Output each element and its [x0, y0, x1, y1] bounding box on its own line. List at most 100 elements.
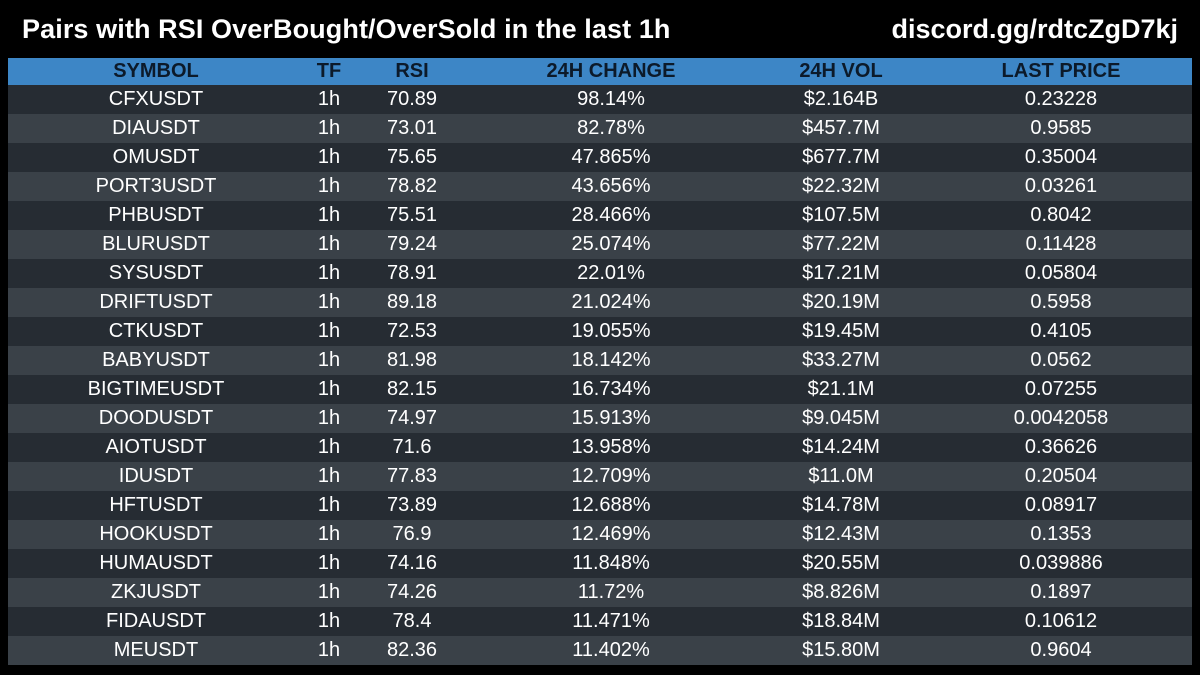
cell-24h-change: 82.78% [577, 117, 645, 139]
cell-24h-vol: $19.45M [802, 320, 880, 342]
cell-rsi: 82.15 [386, 378, 438, 400]
cell-24h-change: 47.865% [571, 146, 651, 168]
cell-tf: 1h [317, 88, 341, 110]
cell-24h-vol: $22.32M [802, 175, 880, 197]
cell-rsi: 78.82 [386, 175, 438, 197]
table-row[interactable]: BABYUSDT 1h 81.98 18.142% $33.27M 0.0562 [8, 346, 1192, 375]
table-row[interactable]: FIDAUSDT 1h 78.4 11.471% $18.84M 0.10612 [8, 607, 1192, 636]
cell-24h-change: 11.72% [577, 581, 645, 603]
cell-rsi: 74.16 [386, 552, 438, 574]
cell-rsi: 72.53 [386, 320, 438, 342]
cell-24h-change: 12.709% [571, 465, 651, 487]
cell-24h-vol: $677.7M [802, 146, 880, 168]
cell-symbol: PHBUSDT [108, 204, 204, 226]
cell-last-price: 0.10612 [1024, 610, 1098, 632]
table-row[interactable]: DOODUSDT 1h 74.97 15.913% $9.045M 0.0042058 [8, 404, 1192, 433]
cell-last-price: 0.1353 [1030, 523, 1092, 545]
cell-last-price: 0.0562 [1030, 349, 1092, 371]
table-row[interactable]: PHBUSDT 1h 75.51 28.466% $107.5M 0.8042 [8, 201, 1192, 230]
cell-last-price: 0.20504 [1024, 465, 1098, 487]
cell-last-price: 0.03261 [1024, 175, 1098, 197]
cell-24h-vol: $18.84M [802, 610, 880, 632]
cell-tf: 1h [317, 320, 341, 342]
cell-24h-change: 18.142% [571, 349, 651, 371]
cell-24h-change: 12.469% [571, 523, 651, 545]
cell-last-price: 0.8042 [1030, 204, 1092, 226]
table-row[interactable]: BLURUSDT 1h 79.24 25.074% $77.22M 0.11428 [8, 230, 1192, 259]
cell-tf: 1h [317, 639, 341, 661]
cell-symbol: HUMAUSDT [99, 552, 213, 574]
cell-24h-vol: $457.7M [802, 117, 880, 139]
cell-last-price: 0.0042058 [1013, 407, 1109, 429]
cell-24h-vol: $21.1M [807, 378, 875, 400]
cell-last-price: 0.1897 [1030, 581, 1092, 603]
cell-tf: 1h [317, 146, 341, 168]
cell-rsi: 76.9 [392, 523, 432, 545]
table-row[interactable]: ZKJUSDT 1h 74.26 11.72% $8.826M 0.1897 [8, 578, 1192, 607]
cell-symbol: PORT3USDT [95, 175, 217, 197]
cell-24h-vol: $77.22M [802, 233, 880, 255]
cell-last-price: 0.35004 [1024, 146, 1098, 168]
cell-symbol: IDUSDT [118, 465, 194, 487]
cell-symbol: BIGTIMEUSDT [87, 378, 225, 400]
cell-symbol: HOOKUSDT [99, 523, 213, 545]
cell-symbol: AIOTUSDT [105, 436, 207, 458]
rsi-pairs-table: SYMBOL TF RSI 24H CHANGE 24H VOL LAST PR… [8, 58, 1192, 665]
table-body: CFXUSDT 1h 70.89 98.14% $2.164B 0.23228 DIAUSD… [8, 85, 1192, 665]
table-row[interactable]: CFXUSDT 1h 70.89 98.14% $2.164B 0.23228 [8, 85, 1192, 114]
table-row[interactable]: PORT3USDT 1h 78.82 43.656% $22.32M 0.03261 [8, 172, 1192, 201]
cell-tf: 1h [317, 494, 341, 516]
cell-24h-vol: $20.19M [802, 291, 880, 313]
cell-symbol: SYSUSDT [108, 262, 204, 284]
column-header-symbol[interactable]: SYMBOL [113, 60, 199, 82]
table-row[interactable]: CTKUSDT 1h 72.53 19.055% $19.45M 0.4105 [8, 317, 1192, 346]
cell-rsi: 82.36 [386, 639, 438, 661]
table-row[interactable]: DRIFTUSDT 1h 89.18 21.024% $20.19M 0.5958 [8, 288, 1192, 317]
page-title: Pairs with RSI OverBought/OverSold in th… [22, 14, 671, 44]
cell-last-price: 0.07255 [1024, 378, 1098, 400]
cell-24h-vol: $15.80M [802, 639, 880, 661]
cell-rsi: 77.83 [386, 465, 438, 487]
cell-rsi: 74.97 [386, 407, 438, 429]
table-row[interactable]: HUMAUSDT 1h 74.16 11.848% $20.55M 0.039886 [8, 549, 1192, 578]
cell-tf: 1h [317, 291, 341, 313]
cell-tf: 1h [317, 233, 341, 255]
cell-symbol: DIAUSDT [112, 117, 200, 139]
cell-rsi: 81.98 [386, 349, 438, 371]
column-header-tf[interactable]: TF [316, 60, 342, 82]
cell-last-price: 0.9585 [1030, 117, 1092, 139]
cell-tf: 1h [317, 552, 341, 574]
cell-last-price: 0.11428 [1025, 233, 1097, 255]
cell-rsi: 70.89 [386, 88, 438, 110]
cell-tf: 1h [317, 523, 341, 545]
table-row[interactable]: BIGTIMEUSDT 1h 82.15 16.734% $21.1M 0.07255 [8, 375, 1192, 404]
table-row[interactable]: MEUSDT 1h 82.36 11.402% $15.80M 0.9604 [8, 636, 1192, 665]
cell-24h-change: 43.656% [571, 175, 651, 197]
cell-24h-change: 16.734% [571, 378, 651, 400]
column-header-last-price[interactable]: LAST PRICE [1001, 60, 1121, 82]
cell-symbol: OMUSDT [112, 146, 200, 168]
table-row[interactable]: SYSUSDT 1h 78.91 22.01% $17.21M 0.05804 [8, 259, 1192, 288]
table-row[interactable]: OMUSDT 1h 75.65 47.865% $677.7M 0.35004 [8, 143, 1192, 172]
cell-tf: 1h [317, 175, 341, 197]
cell-24h-vol: $14.78M [802, 494, 880, 516]
discord-invite-link[interactable]: discord.gg/rdtcZgD7kj [891, 14, 1178, 44]
header-bar: Pairs with RSI OverBought/OverSold in th… [0, 0, 1200, 60]
table-row[interactable]: DIAUSDT 1h 73.01 82.78% $457.7M 0.9585 [8, 114, 1192, 143]
column-header-24h-change[interactable]: 24H CHANGE [546, 60, 676, 82]
cell-tf: 1h [317, 262, 341, 284]
table-row[interactable]: AIOTUSDT 1h 71.6 13.958% $14.24M 0.36626 [8, 433, 1192, 462]
table-row[interactable]: HOOKUSDT 1h 76.9 12.469% $12.43M 0.1353 [8, 520, 1192, 549]
cell-symbol: DRIFTUSDT [99, 291, 213, 313]
cell-symbol: DOODUSDT [98, 407, 214, 429]
cell-symbol: HFTUSDT [109, 494, 203, 516]
column-header-24h-vol[interactable]: 24H VOL [799, 60, 883, 82]
cell-last-price: 0.23228 [1024, 88, 1098, 110]
table-row[interactable]: IDUSDT 1h 77.83 12.709% $11.0M 0.20504 [8, 462, 1192, 491]
cell-rsi: 71.6 [392, 436, 432, 458]
table-row[interactable]: HFTUSDT 1h 73.89 12.688% $14.78M 0.08917 [8, 491, 1192, 520]
column-header-rsi[interactable]: RSI [395, 60, 429, 82]
cell-24h-vol: $14.24M [802, 436, 880, 458]
cell-tf: 1h [317, 465, 341, 487]
